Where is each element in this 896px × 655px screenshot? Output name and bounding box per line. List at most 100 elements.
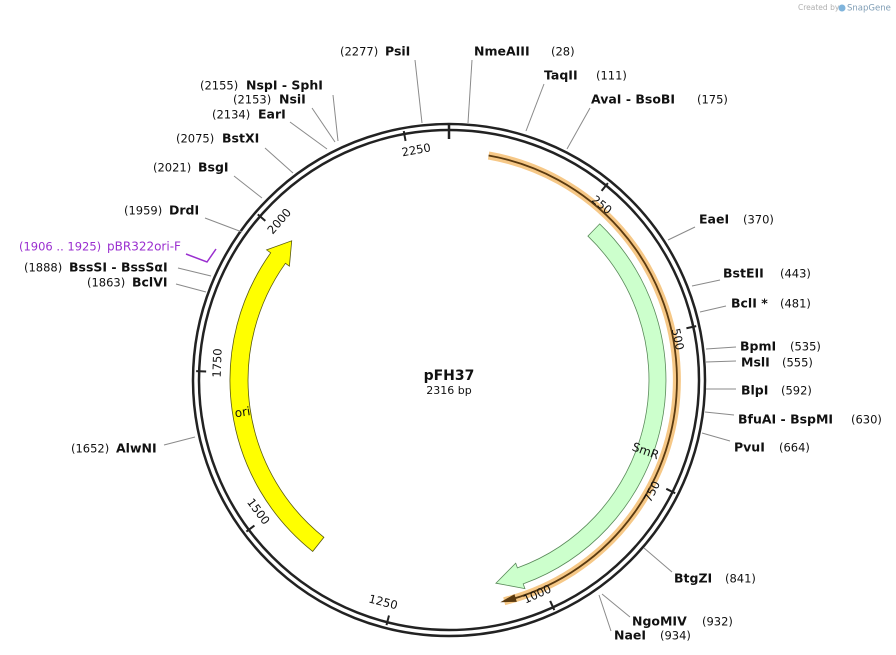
plasmid-name: pFH37 [424,368,475,384]
site-position: (841) [725,572,756,586]
ruler-label: 1250 [367,592,399,613]
site-leader [264,147,294,174]
site-leader [705,360,737,363]
site-name: PsiI [385,44,410,59]
site-leader [311,107,336,143]
watermark-brand: SnapGene [847,4,891,14]
ruler-tick [665,487,676,495]
site-position: (1959) [124,204,162,218]
site-leader [667,226,696,241]
feature-arrow [495,223,667,590]
site-name: BssSI - BssSαI [69,260,168,275]
site-position: (555) [782,356,813,370]
watermark-logo [838,4,846,12]
site-leader [643,547,673,573]
site-position: (932) [702,615,733,629]
site-name: BlpI [741,383,768,398]
feature-arrow [229,240,325,552]
site-position: (443) [780,267,811,281]
site-name: BclI * [731,296,768,311]
ruler-label: 500 [669,327,687,351]
ruler-label: 250 [589,192,615,217]
site-name: BtgZI [674,571,712,586]
cds-line [488,154,678,601]
site-position: (2075) [176,132,214,146]
site-name: AlwNI [116,441,157,456]
site-leader [705,346,737,350]
site-name: EaeI [699,212,729,227]
site-leader [414,59,423,124]
site-name: BfuAI - BspMI [738,412,833,427]
site-name: EarI [258,107,286,122]
site-position: (2021) [153,161,191,175]
site-leader [701,432,731,442]
site-name: NsiI [279,92,306,107]
ruler-label: 750 [641,479,663,505]
site-leader [699,305,727,313]
site-leader [175,283,207,293]
site-position: (630) [851,413,882,427]
ruler-tick [385,615,390,626]
site-name: BstXI [222,131,259,146]
ruler-label: 1750 [210,348,225,378]
site-position: (1863) [87,276,125,290]
site-position: (175) [697,93,728,107]
site-position: (2155) [200,79,238,93]
site-position: (370) [743,213,774,227]
ruler-label: 1000 [521,582,553,607]
site-name: DrdI [169,203,199,218]
site-position: (2153) [233,93,271,107]
site-leader [289,121,328,150]
site-name: TaqII [544,68,578,83]
cds-arrowhead [500,594,517,603]
feature-label: ori [234,404,252,420]
ruler-tick [245,524,256,533]
site-leader [233,175,263,199]
site-name: BsgI [198,160,229,175]
ruler-tick [686,325,697,330]
site-leader [525,83,545,132]
site-position: (28) [551,45,575,59]
site-position: (664) [779,441,810,455]
plasmid-length: 2316 bp [426,384,471,397]
site-name: AvaI - BsoBI [591,92,675,107]
site-leader [601,593,631,618]
primer-range: (1906 .. 1925) [19,240,101,254]
site-position: (934) [660,629,691,643]
site-position: (2134) [212,108,250,122]
primer-name: pBR322ori-F [107,240,181,254]
ruler-tick [257,213,266,222]
ruler-tick [402,130,407,142]
site-leader [204,217,243,233]
site-position: (2277) [340,45,378,59]
site-leader [691,279,721,287]
ruler-label: 2250 [401,140,432,159]
site-name: NaeI [614,628,646,643]
site-position: (111) [596,69,627,83]
site-leader [177,267,212,277]
site-name: NmeAIII [474,44,530,59]
site-position: (592) [781,384,812,398]
site-name: NgoMIV [632,614,687,629]
site-name: MslI [741,355,770,370]
site-leader [163,436,196,446]
watermark-prefix: Created by [798,3,840,12]
site-position: (535) [790,340,821,354]
ruler-label: 2000 [264,206,294,237]
ruler-tick [549,600,556,611]
site-leader [598,594,612,632]
site-name: BpmI [740,339,776,354]
site-leader [704,411,735,416]
site-leader [467,59,473,124]
site-position: (1652) [71,442,109,456]
site-name: PvuI [734,440,765,455]
ruler-tick [600,182,609,192]
site-leader [566,107,591,150]
site-name: NspI - SphI [246,78,323,93]
site-position: (1888) [24,261,62,275]
site-leader [332,94,339,142]
site-name: BstEII [723,266,764,281]
site-name: BclVI [132,275,168,290]
